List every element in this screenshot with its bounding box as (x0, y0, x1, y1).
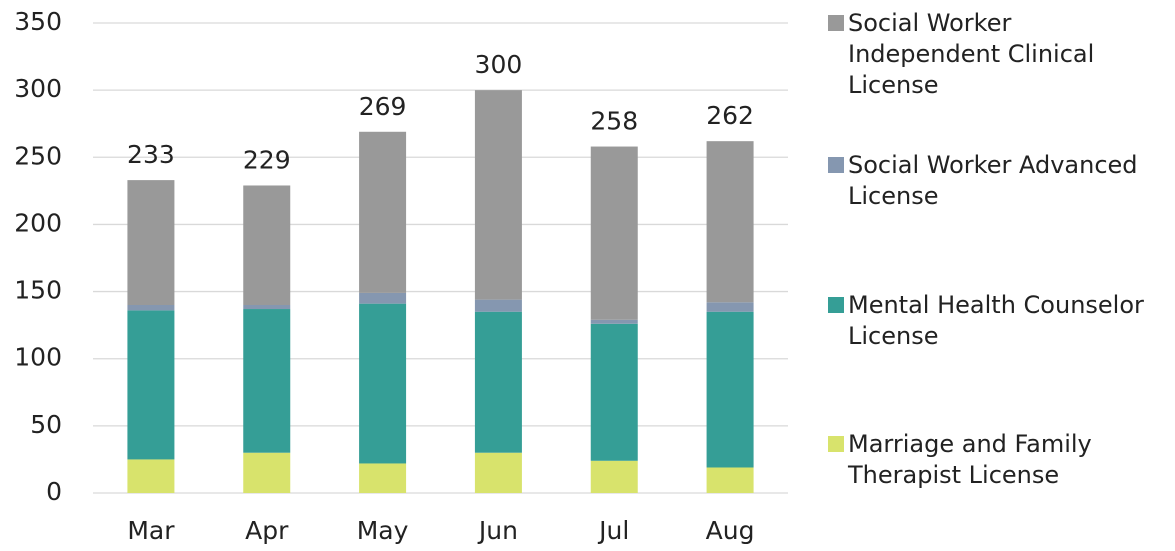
chart: 0 50 100 150 200 250 300 350 233 Mar 229 Apr 269 May 3… (14, 7, 788, 545)
bar-segment (590, 460, 638, 493)
legend-swatch (828, 436, 844, 452)
bar-segment (590, 319, 638, 324)
x-tick-label: Mar (127, 516, 175, 545)
x-tick-label: Jul (597, 516, 629, 545)
y-tick-label: 200 (14, 208, 62, 237)
legend-label: Marriage and Family Therapist License (848, 430, 1092, 489)
total-label: 229 (243, 145, 291, 174)
bar-segment (359, 131, 407, 293)
y-tick-label: 300 (14, 74, 62, 103)
bar-segment (474, 311, 522, 453)
bar-segment (474, 452, 522, 493)
bar-segment (243, 185, 291, 305)
y-tick-label: 350 (14, 7, 62, 36)
bar-segment (706, 302, 754, 312)
x-tick-label: Aug (706, 516, 755, 545)
legend-swatch (828, 157, 844, 173)
x-tick-label: Jun (477, 516, 518, 545)
bar-segment (359, 292, 407, 304)
y-tick-label: 150 (14, 276, 62, 305)
total-label: 300 (475, 50, 523, 79)
bar-segment (706, 311, 754, 468)
bar-segment (590, 146, 638, 320)
x-tick-label: May (357, 516, 409, 545)
bar-segment (706, 141, 754, 303)
y-tick-label: 50 (30, 410, 62, 439)
legend-label: Social Worker Advanced License (848, 151, 1138, 210)
bar-segment (474, 90, 522, 300)
bar-segment (243, 452, 291, 493)
legend-item: Social Worker Advanced License (828, 150, 1168, 212)
legend-item: Marriage and Family Therapist License (828, 429, 1168, 491)
total-label: 258 (590, 107, 638, 136)
y-tick-label: 250 (14, 141, 62, 170)
total-label: 262 (706, 101, 754, 130)
y-tick-label: 0 (46, 477, 62, 506)
legend-item: Mental Health Counselor License (828, 290, 1168, 352)
bar-segment (243, 305, 291, 310)
legend-swatch (828, 297, 844, 313)
bar-segment (590, 323, 638, 461)
total-label: 233 (127, 140, 175, 169)
y-tick-label: 100 (14, 343, 62, 372)
bar-segment (243, 309, 291, 453)
bar-segment (706, 467, 754, 493)
bar-segment (359, 463, 407, 493)
bar-segment (474, 299, 522, 312)
legend-label: Mental Health Counselor License (848, 291, 1144, 350)
bar-segment (127, 310, 175, 460)
bar-segment (127, 459, 175, 493)
bar-segment (127, 180, 175, 305)
x-tick-label: Apr (245, 516, 289, 545)
legend-item: Social Worker Independent Clinical Licen… (828, 8, 1168, 101)
legend-label: Social Worker Independent Clinical Licen… (848, 9, 1095, 99)
legend-swatch (828, 15, 844, 31)
total-label: 269 (359, 92, 407, 121)
bar-segment (127, 305, 175, 311)
bar-segment (359, 303, 407, 464)
